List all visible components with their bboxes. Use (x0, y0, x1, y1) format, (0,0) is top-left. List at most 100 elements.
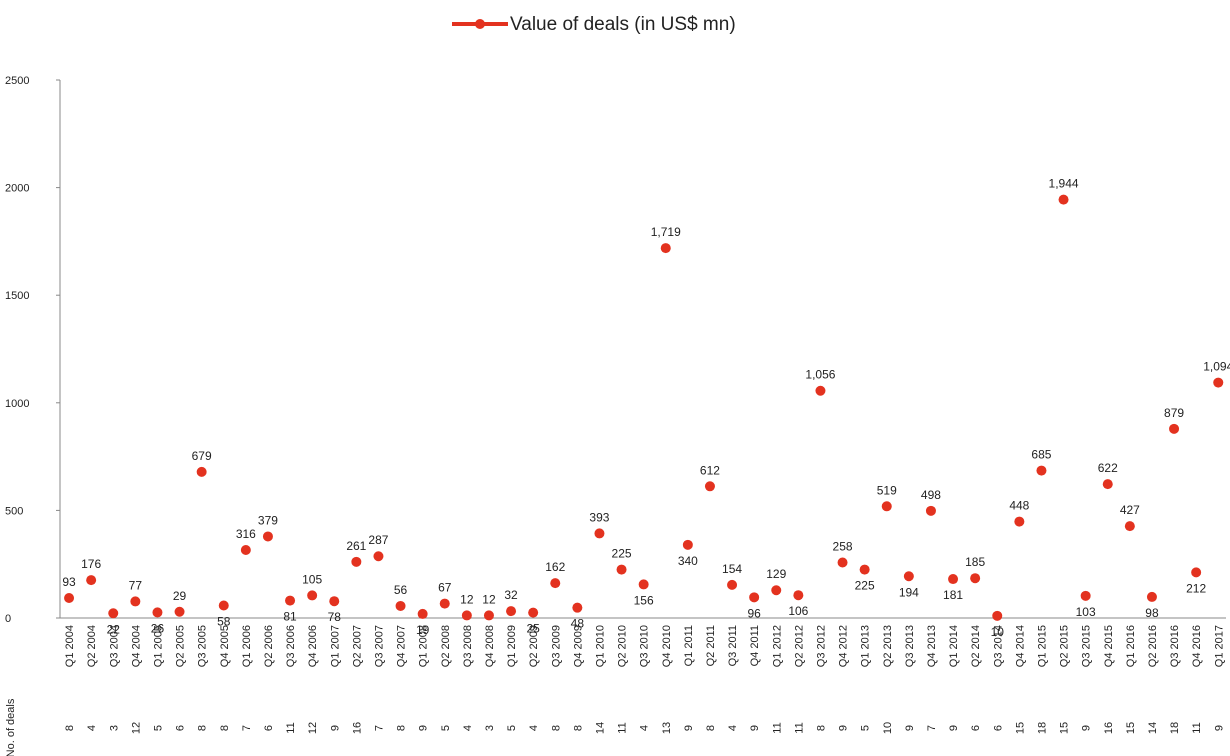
point (925, 505, 936, 516)
point (218, 600, 229, 611)
deal-count: 8 (550, 725, 562, 731)
deal-count: 9 (683, 725, 695, 731)
x-tick-label: Q3 2015 (1081, 625, 1093, 667)
data-label: 261 (346, 539, 366, 553)
point (262, 531, 273, 542)
deal-count: 12 (130, 722, 142, 734)
deal-count: 9 (948, 725, 960, 731)
y-tick-label: 2500 (5, 75, 29, 87)
point (1036, 465, 1047, 476)
data-label: 176 (81, 557, 101, 571)
x-tick-label: Q1 2013 (860, 625, 872, 667)
data-label: 1,719 (651, 225, 681, 239)
x-tick-label: Q3 2010 (639, 625, 651, 667)
deal-count: 11 (771, 722, 783, 733)
point (64, 592, 75, 603)
point (837, 557, 848, 568)
point (793, 590, 804, 601)
point (815, 385, 826, 396)
deal-count: 3 (484, 725, 496, 731)
x-tick-label: Q3 2011 (727, 625, 739, 666)
data-label: 77 (129, 578, 143, 592)
data-label: 156 (634, 593, 654, 607)
data-label: 1,056 (805, 368, 835, 382)
data-label: 1,094 (1203, 360, 1230, 374)
deal-count: 9 (749, 725, 761, 731)
data-label: 58 (217, 615, 231, 629)
deal-count: 11 (285, 722, 297, 733)
deal-count: 16 (351, 722, 363, 734)
point (461, 610, 472, 621)
data-label: 427 (1120, 503, 1140, 517)
x-tick-label: Q4 2010 (661, 625, 673, 667)
point (1213, 377, 1224, 388)
deal-count: 6 (175, 725, 187, 731)
x-tick-label: Q2 2011 (705, 625, 717, 666)
x-tick-label: Q2 2012 (793, 625, 805, 667)
data-label: 185 (965, 555, 985, 569)
point (373, 551, 384, 562)
x-tick-label: Q1 2006 (241, 625, 253, 667)
data-label: 26 (151, 621, 165, 635)
point (903, 571, 914, 582)
deal-count: 4 (639, 725, 651, 731)
data-label: 32 (504, 588, 518, 602)
x-tick-label: Q1 2009 (506, 625, 518, 667)
x-tick-label: Q4 2012 (838, 625, 850, 667)
deal-count: 4 (462, 725, 474, 731)
deal-count: 16 (1103, 722, 1115, 734)
deal-count: 14 (594, 722, 606, 734)
x-tick-label: Q1 2014 (948, 625, 960, 667)
point (1080, 590, 1091, 601)
deal-count: 18 (1036, 722, 1048, 734)
point (948, 574, 959, 585)
data-label: 519 (877, 483, 897, 497)
point (749, 592, 760, 603)
point (771, 585, 782, 596)
deal-count: 5 (152, 725, 164, 731)
x-tick-label: Q1 2007 (329, 625, 341, 667)
x-tick-label: Q2 2013 (882, 625, 894, 667)
deal-count: 8 (572, 725, 584, 731)
data-label: 10 (991, 625, 1005, 639)
point (1146, 591, 1157, 602)
data-label: 498 (921, 488, 941, 502)
x-tick-label: Q1 2015 (1036, 625, 1048, 667)
x-tick-label: Q2 2010 (617, 625, 629, 667)
deal-count: 5 (506, 725, 518, 731)
deal-count: 4 (727, 725, 739, 731)
deal-count: 9 (904, 725, 916, 731)
point (1191, 567, 1202, 578)
data-label: 685 (1031, 448, 1051, 462)
point (86, 575, 97, 586)
data-label: 1,944 (1049, 177, 1079, 191)
x-tick-label: Q2 2006 (263, 625, 275, 667)
point (970, 573, 981, 584)
point (727, 579, 738, 590)
data-label: 103 (1076, 605, 1096, 619)
deal-count: 10 (882, 722, 894, 734)
x-tick-label: Q3 2009 (550, 625, 562, 667)
point (108, 608, 119, 619)
x-tick-label: Q2 2014 (970, 625, 982, 667)
data-label: 29 (173, 589, 187, 603)
x-tick-label: Q1 2016 (1125, 625, 1137, 667)
point (1058, 194, 1069, 205)
deal-count: 15 (1059, 722, 1071, 734)
deal-count: 3 (108, 725, 120, 731)
point (594, 528, 605, 539)
data-label: 154 (722, 562, 742, 576)
x-tick-label: Q2 2007 (351, 625, 363, 667)
point (859, 564, 870, 575)
data-label: 679 (192, 449, 212, 463)
data-label: 78 (328, 610, 342, 624)
point (417, 608, 428, 619)
data-label: 105 (302, 572, 322, 586)
x-tick-label: Q3 2012 (815, 625, 827, 667)
y-tick-label: 1000 (5, 398, 29, 410)
point (660, 243, 671, 254)
x-tick-label: Q1 2004 (64, 625, 76, 667)
x-tick-label: Q1 2017 (1213, 625, 1225, 667)
deal-count: 8 (197, 725, 209, 731)
deal-count: 11 (617, 722, 629, 733)
